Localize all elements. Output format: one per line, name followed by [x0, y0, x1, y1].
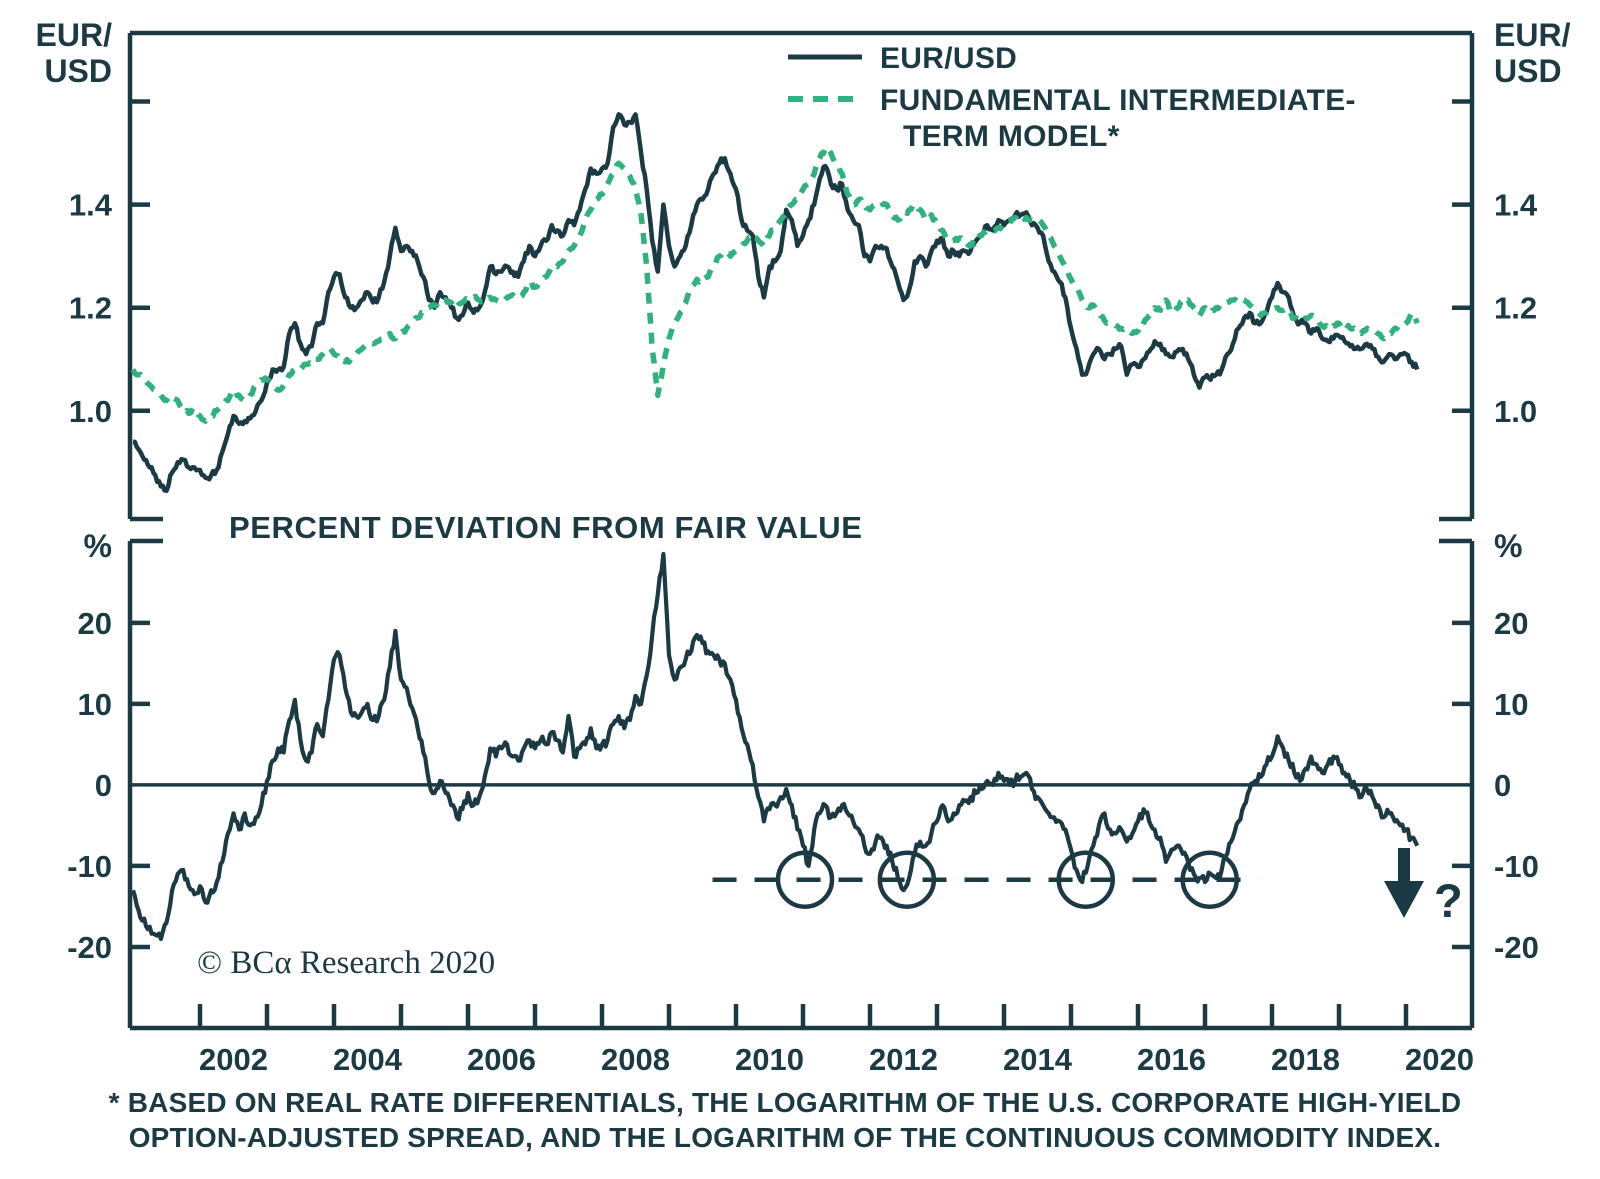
ytick-label-right: -10 [1494, 849, 1539, 884]
trough-circle [877, 850, 937, 909]
ytick-label-right: 10 [1494, 687, 1528, 722]
bottom-left-axis-unit: % [84, 528, 112, 564]
ytick-label-right: 1.2 [1494, 291, 1537, 326]
ytick-label-left: 1.2 [69, 291, 112, 326]
legend-model-label-line2: TERM MODEL* [903, 120, 1120, 153]
panel2-title: PERCENT DEVIATION FROM FAIR VALUE [229, 510, 863, 545]
trough-circle [1056, 850, 1115, 909]
xtick-label: 2010 [735, 1042, 804, 1077]
ytick-label-left: 1.4 [69, 188, 113, 223]
trough-circle [775, 850, 835, 909]
ytick-label-left: 20 [78, 606, 112, 641]
ytick-label-right: 1.4 [1494, 188, 1538, 223]
ytick-label-right: 1.0 [1494, 394, 1537, 429]
footnote-line1: * BASED ON REAL RATE DIFFERENTIALS, THE … [109, 1087, 1462, 1118]
footnote-line2: OPTION-ADJUSTED SPREAD, AND THE LOGARITH… [129, 1122, 1442, 1153]
ytick-label-left: 10 [78, 687, 112, 722]
xtick-label: 2002 [199, 1042, 268, 1077]
ytick-label-right: -20 [1494, 930, 1539, 965]
ytick-label-left: -10 [67, 849, 112, 884]
top-left-axis-unit-line2: USD [44, 53, 112, 89]
xtick-label: 2012 [869, 1042, 938, 1077]
xtick-label: 2018 [1271, 1042, 1340, 1077]
eurusd-line [132, 112, 1420, 493]
xtick-label: 2008 [601, 1042, 670, 1077]
xtick-label: 2004 [333, 1042, 403, 1077]
legend-model-label-line1: FUNDAMENTAL INTERMEDIATE- [880, 84, 1356, 117]
model-line [130, 145, 1420, 424]
ytick-label-left: 0 [95, 768, 112, 803]
xtick-label: 2020 [1405, 1042, 1474, 1077]
trough-circle [1180, 850, 1239, 909]
copyright-text: © BCα Research 2020 [197, 945, 495, 981]
xtick-label: 2006 [467, 1042, 536, 1077]
ytick-label-left: 1.0 [69, 394, 112, 429]
down-arrow-icon [1384, 848, 1424, 918]
xtick-label: 2014 [1003, 1042, 1073, 1077]
xtick-label: 2016 [1137, 1042, 1206, 1077]
question-mark: ? [1434, 874, 1463, 927]
top-right-axis-unit-line2: USD [1494, 53, 1562, 89]
legend: EUR/USD FUNDAMENTAL INTERMEDIATE- TERM M… [788, 42, 1356, 153]
top-left-axis-unit-line1: EUR/ [36, 17, 113, 53]
ytick-label-left: -20 [67, 930, 112, 965]
ytick-label-right: 0 [1494, 768, 1511, 803]
ytick-label-right: 20 [1494, 606, 1528, 641]
annotations [712, 850, 1259, 909]
deviation-line [130, 551, 1420, 941]
bottom-right-axis-unit: % [1494, 528, 1522, 564]
legend-eurusd-label: EUR/USD [880, 42, 1017, 75]
top-right-axis-unit-line1: EUR/ [1494, 17, 1571, 53]
series [130, 112, 1420, 941]
